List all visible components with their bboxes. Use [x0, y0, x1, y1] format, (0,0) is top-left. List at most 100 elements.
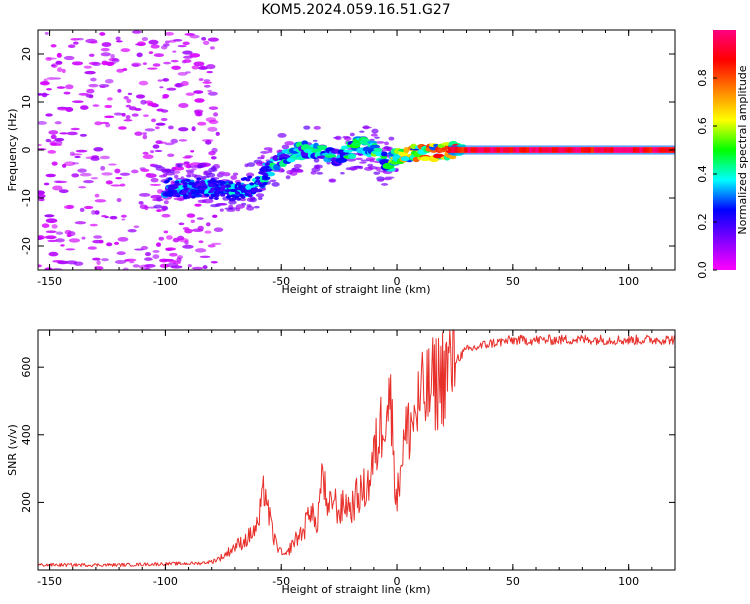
envelope-blob [212, 181, 218, 185]
y-tick-label: 20 [20, 47, 33, 61]
noise-blob [110, 54, 115, 59]
noise-blob [183, 59, 192, 63]
noise-blob [70, 38, 80, 41]
halo-blob [303, 125, 311, 130]
noise-blob [144, 128, 156, 132]
halo-blob [185, 169, 195, 173]
noise-blob [105, 122, 111, 128]
noise-blob [119, 183, 126, 187]
envelope-blob [182, 194, 188, 198]
envelope-blob [220, 193, 226, 197]
noise-blob [73, 41, 79, 45]
carrier-line-segment [649, 147, 653, 153]
envelope-blob [196, 177, 202, 181]
noise-blob [55, 180, 68, 184]
halo-blob [340, 171, 345, 175]
noise-blob [93, 147, 104, 152]
noise-blob [44, 235, 57, 240]
noise-blob [144, 257, 153, 261]
envelope-blob [195, 180, 201, 184]
snr-y-label: SNR (v/v) [6, 424, 19, 476]
colorbar: 0.0 0.2 0.4 0.6 0.8 Normalized spectral ampl… [696, 30, 749, 279]
envelope-blob [249, 182, 255, 186]
noise-blob [191, 65, 200, 70]
carrier-line-segment [665, 147, 670, 153]
spectrogram-y-label: Frequency (Hz) [6, 109, 19, 192]
carrier-line-segment [623, 147, 627, 153]
halo-blob [359, 130, 365, 133]
noise-blob [91, 257, 101, 261]
noise-blob [140, 168, 150, 172]
halo-blob [246, 205, 255, 211]
noise-blob [210, 261, 218, 264]
noise-blob [46, 88, 52, 91]
noise-blob [149, 183, 162, 186]
carrier-line-segment [470, 147, 475, 153]
noise-blob [202, 81, 212, 84]
noise-blob [78, 186, 87, 189]
ridge-blob [373, 147, 383, 152]
halo-blob [367, 163, 374, 167]
noise-blob [161, 213, 171, 218]
noise-blob [116, 68, 125, 73]
carrier-line-segment [645, 147, 650, 153]
ridge-blob [419, 156, 432, 162]
carrier-line-segment [600, 147, 605, 153]
carrier-line-segment [571, 147, 575, 153]
noise-blob [173, 83, 185, 88]
noise-blob [111, 58, 120, 63]
y-tick-label: -10 [20, 189, 33, 207]
spectrogram-x-label: Height of straight line (km) [281, 283, 430, 296]
carrier-line-segment [662, 147, 666, 153]
noise-blob [44, 214, 55, 218]
noise-blob [185, 92, 195, 96]
noise-blob [121, 218, 126, 221]
halo-blob [150, 177, 159, 183]
noise-blob [38, 198, 45, 202]
halo-blob [263, 147, 273, 151]
halo-blob [156, 196, 162, 202]
noise-blob [71, 61, 84, 66]
noise-blob [189, 53, 201, 58]
noise-blob [77, 168, 87, 173]
halo-blob [222, 172, 231, 177]
noise-blob [178, 102, 189, 108]
noise-blob [66, 234, 72, 238]
noise-blob [169, 252, 178, 257]
noise-blob [208, 106, 219, 110]
envelope-blob [238, 193, 244, 197]
envelope-blob [220, 188, 226, 192]
x-tick-label: -150 [37, 275, 62, 288]
carrier-line-segment [555, 147, 559, 153]
noise-blob [160, 117, 168, 122]
noise-blob [122, 267, 129, 270]
colorbar-label: Normalized spectral amplitude [736, 65, 749, 234]
carrier-line-segment [558, 147, 562, 153]
envelope-blob [236, 181, 242, 186]
snr-x-ticks: -150 -100 -50 0 50 100 [37, 330, 676, 588]
noise-blob [38, 92, 43, 96]
carrier-line-segment [480, 147, 485, 153]
noise-blob [200, 65, 207, 69]
snr-panel: -150 -100 -50 0 50 100 200 400 600 Height of st… [6, 329, 676, 596]
noise-blob [164, 142, 175, 146]
carrier-line-segment [580, 147, 585, 153]
noise-blob [125, 104, 132, 108]
noise-blob [104, 115, 115, 119]
noise-blob [51, 63, 58, 69]
halo-blob [316, 171, 324, 175]
envelope-blob [234, 191, 240, 195]
y-tick-label: 400 [20, 424, 33, 445]
noise-blob [142, 62, 147, 66]
carrier-line-segment [473, 147, 478, 153]
noise-blob [47, 239, 58, 243]
colorbar-tick-label: 0.6 [696, 117, 709, 135]
noise-blob [203, 84, 211, 88]
noise-blob [177, 72, 188, 76]
noise-blob [191, 168, 197, 171]
noise-blob [183, 161, 190, 165]
noise-blob [92, 104, 100, 107]
x-tick-label: 0 [394, 275, 401, 288]
halo-blob [177, 163, 183, 168]
